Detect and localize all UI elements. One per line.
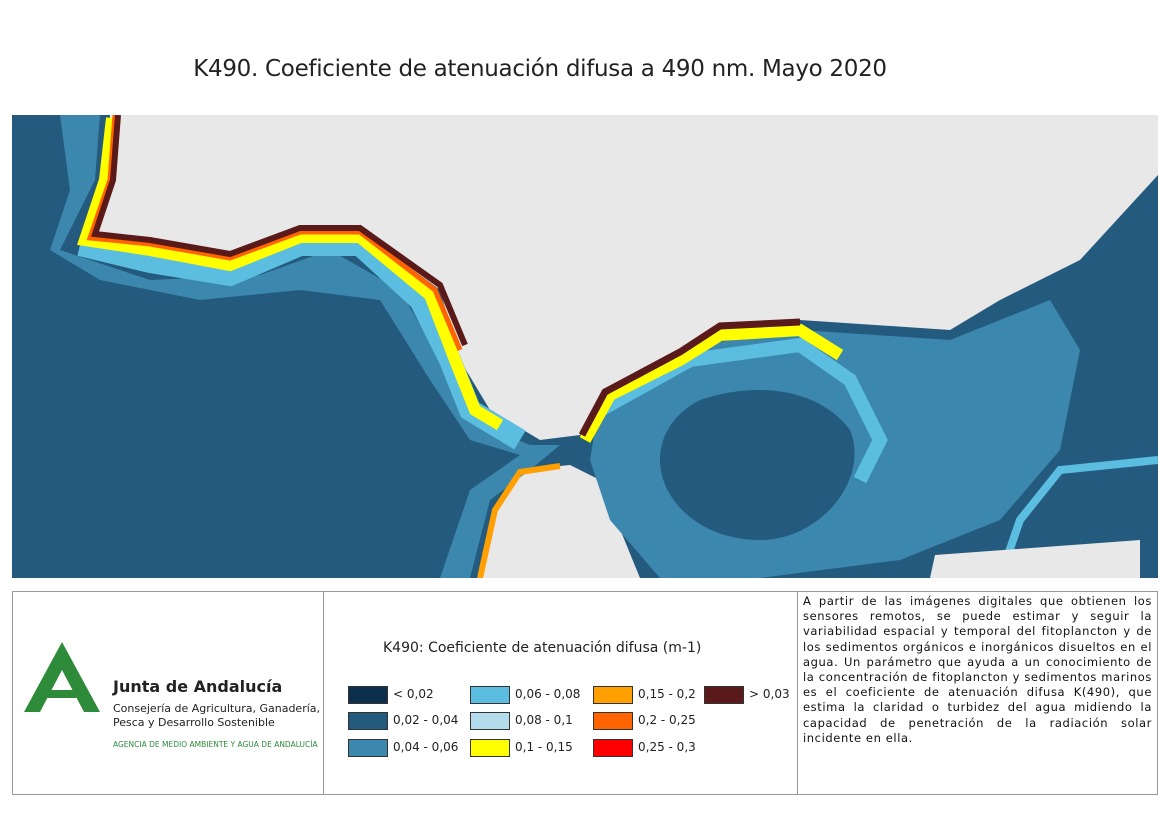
divider bbox=[323, 591, 324, 795]
logo-line: Consejería de Agricultura, Ganadería, bbox=[113, 702, 321, 715]
turbid-band bbox=[90, 115, 468, 347]
legend-panel bbox=[12, 591, 1158, 795]
legend-swatch bbox=[348, 686, 388, 704]
legend-label: 0,2 - 0,25 bbox=[638, 713, 696, 727]
logo-shape bbox=[24, 642, 100, 712]
turbid-band bbox=[77, 117, 504, 431]
legend-label: 0,25 - 0,3 bbox=[638, 740, 696, 754]
legend-label: < 0,02 bbox=[393, 687, 434, 701]
legend-swatch bbox=[593, 686, 633, 704]
logo-shape bbox=[40, 690, 80, 698]
legend-swatch bbox=[593, 712, 633, 730]
legend-swatch bbox=[470, 686, 510, 704]
turbid-band bbox=[477, 463, 561, 578]
logo-agency: AGENCIA DE MEDIO AMBIENTE Y AGUA DE ANDA… bbox=[113, 740, 318, 749]
legend-label: 0,15 - 0,2 bbox=[638, 687, 696, 701]
turbid-band bbox=[578, 318, 801, 437]
legend-title: K490: Coeficiente de atenuación difusa (… bbox=[383, 640, 702, 656]
description: A partir de las imágenes digitales que o… bbox=[803, 594, 1152, 745]
legend-label: 0,04 - 0,06 bbox=[393, 740, 459, 754]
turbid-band bbox=[86, 115, 463, 351]
legend-swatch bbox=[593, 739, 633, 757]
legend-label: 0,06 - 0,08 bbox=[515, 687, 581, 701]
logo-name: Junta de Andalucía bbox=[113, 677, 283, 696]
logo-mark bbox=[24, 642, 100, 712]
legend-label: 0,02 - 0,04 bbox=[393, 713, 459, 727]
legend-swatch bbox=[704, 686, 744, 704]
land bbox=[930, 540, 1140, 578]
coastal-band bbox=[996, 456, 1158, 578]
map bbox=[12, 115, 1158, 578]
legend-swatch bbox=[470, 739, 510, 757]
divider bbox=[797, 591, 798, 795]
legend-swatch bbox=[348, 739, 388, 757]
basin bbox=[660, 390, 855, 540]
legend-swatch bbox=[470, 712, 510, 730]
legend-label: 0,1 - 0,15 bbox=[515, 740, 573, 754]
turbid-band bbox=[579, 323, 844, 443]
logo-line: Pesca y Desarrollo Sostenible bbox=[113, 716, 275, 729]
legend-label: > 0,03 bbox=[749, 687, 790, 701]
legend-swatch bbox=[348, 712, 388, 730]
legend-label: 0,08 - 0,1 bbox=[515, 713, 573, 727]
map-title: K490. Coeficiente de atenuación difusa a… bbox=[193, 56, 887, 82]
